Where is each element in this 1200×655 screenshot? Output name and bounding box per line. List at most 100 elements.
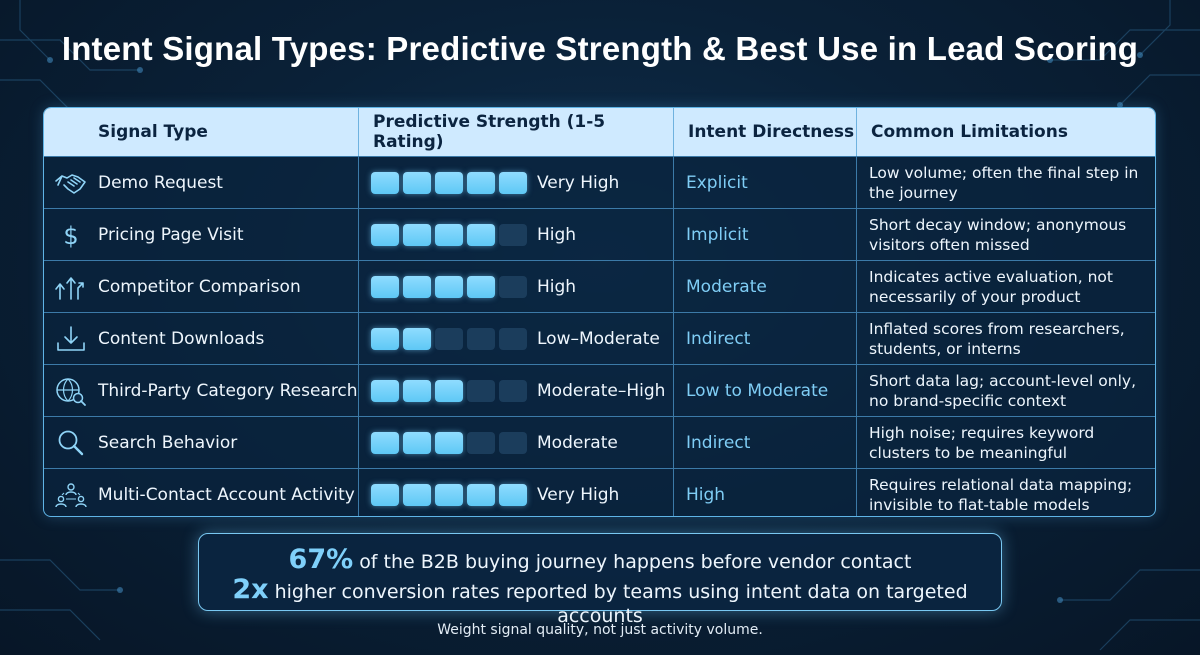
limitation-cell: High noise; requires keyword clusters to… (857, 417, 1155, 468)
signal-cell: Third-Party Category Research (44, 365, 359, 416)
rating-segment (467, 171, 495, 194)
strength-cell: Moderate–High (359, 365, 674, 416)
signal-name: Multi-Contact Account Activity (98, 484, 355, 505)
directness-label: Moderate (686, 276, 767, 297)
strength-cell: Very High (359, 157, 674, 208)
rating-segment (467, 379, 495, 402)
stats-callout: 67% of the B2B buying journey happens bef… (198, 533, 1002, 627)
rating-segment (467, 431, 495, 454)
limitation-cell: Short decay window; anonymous visitors o… (857, 209, 1155, 260)
people-network-icon (52, 479, 90, 511)
directness-cell: High (674, 469, 857, 516)
table-header: Signal Type Predictive Strength (1-5 Rat… (44, 108, 1155, 156)
rating-segment (403, 327, 431, 350)
header-predictive-strength: Predictive Strength (1-5 Rating) (359, 108, 674, 156)
limitation-text: Requires relational data mapping; invisi… (869, 475, 1133, 514)
strength-label: High (537, 276, 577, 297)
stat-conversion: 2x higher conversion rates reported by te… (199, 574, 1001, 627)
limitation-text: Short decay window; anonymous visitors o… (869, 215, 1127, 254)
rating-segment (403, 483, 431, 506)
rating-segment (403, 223, 431, 246)
table-row: $ Pricing Page Visit High Implicit Short dec… (44, 208, 1155, 260)
strength-cell: Moderate (359, 417, 674, 468)
limitation-text: Inflated scores from researchers, studen… (869, 319, 1125, 358)
table-row: Competitor Comparison High Moderate Indicat… (44, 260, 1155, 312)
strength-cell: Very High (359, 469, 674, 516)
directness-label: High (686, 484, 726, 505)
directness-label: Implicit (686, 224, 749, 245)
rating-segment (403, 379, 431, 402)
limitation-text: High noise; requires keyword clusters to… (869, 423, 1095, 462)
handshake-icon (52, 167, 90, 199)
limitation-text: Short data lag; account-level only, no b… (869, 371, 1136, 410)
signal-name: Demo Request (98, 172, 223, 193)
signal-cell: Demo Request (44, 157, 359, 208)
table-row: Demo Request Very High Explicit Low volume;… (44, 156, 1155, 208)
table-row: Multi-Contact Account Activity Very High H… (44, 468, 1155, 516)
limitation-text: Low volume; often the final step in the … (869, 163, 1139, 202)
signal-name: Pricing Page Visit (98, 224, 244, 245)
strength-cell: High (359, 209, 674, 260)
comparison-arrows-icon (52, 271, 90, 303)
signal-name: Competitor Comparison (98, 276, 301, 297)
rating-segment (499, 379, 527, 402)
strength-rating-bars (371, 327, 527, 350)
signal-cell: Content Downloads (44, 313, 359, 364)
directness-cell: Moderate (674, 261, 857, 312)
download-icon (52, 323, 90, 355)
rating-segment (371, 431, 399, 454)
limitation-cell: Inflated scores from researchers, studen… (857, 313, 1155, 364)
directness-cell: Low to Moderate (674, 365, 857, 416)
stat-conversion-value: 2x (232, 574, 269, 605)
strength-label: Low–Moderate (537, 328, 660, 349)
signal-cell: Multi-Contact Account Activity (44, 469, 359, 516)
directness-cell: Implicit (674, 209, 857, 260)
header-intent-directness: Intent Directness (674, 108, 857, 156)
rating-segment (499, 223, 527, 246)
strength-rating-bars (371, 379, 527, 402)
table-body: Demo Request Very High Explicit Low volume;… (44, 156, 1155, 516)
rating-segment (371, 223, 399, 246)
strength-label: High (537, 224, 577, 245)
limitation-cell: Short data lag; account-level only, no b… (857, 365, 1155, 416)
signal-table: Signal Type Predictive Strength (1-5 Rat… (43, 107, 1156, 517)
rating-segment (499, 171, 527, 194)
rating-segment (371, 275, 399, 298)
limitation-cell: Low volume; often the final step in the … (857, 157, 1155, 208)
rating-segment (403, 431, 431, 454)
directness-label: Low to Moderate (686, 380, 829, 401)
rating-segment (371, 483, 399, 506)
rating-segment (435, 379, 463, 402)
svg-text:$: $ (63, 222, 78, 250)
strength-rating-bars (371, 275, 527, 298)
signal-cell: Search Behavior (44, 417, 359, 468)
rating-segment (467, 275, 495, 298)
rating-segment (467, 483, 495, 506)
strength-label: Very High (537, 172, 620, 193)
signal-name: Content Downloads (98, 328, 265, 349)
rating-segment (467, 327, 495, 350)
signal-cell: $ Pricing Page Visit (44, 209, 359, 260)
directness-label: Indirect (686, 328, 751, 349)
rating-segment (371, 379, 399, 402)
signal-name: Third-Party Category Research (98, 380, 358, 401)
globe-search-icon (52, 375, 90, 407)
signal-cell: Competitor Comparison (44, 261, 359, 312)
directness-cell: Indirect (674, 417, 857, 468)
rating-segment (435, 327, 463, 350)
rating-segment (435, 275, 463, 298)
page-title: Intent Signal Types: Predictive Strength… (61, 30, 1139, 67)
directness-label: Explicit (686, 172, 748, 193)
strength-cell: Low–Moderate (359, 313, 674, 364)
rating-segment (467, 223, 495, 246)
magnifier-icon (52, 427, 90, 459)
rating-segment (499, 431, 527, 454)
limitation-text: Indicates active evaluation, not necessa… (869, 267, 1113, 306)
stat-journey-value: 67% (288, 544, 354, 575)
rating-segment (499, 275, 527, 298)
rating-segment (435, 171, 463, 194)
stat-conversion-text: higher conversion rates reported by team… (274, 581, 968, 627)
directness-label: Indirect (686, 432, 751, 453)
rating-segment (435, 431, 463, 454)
directness-cell: Explicit (674, 157, 857, 208)
